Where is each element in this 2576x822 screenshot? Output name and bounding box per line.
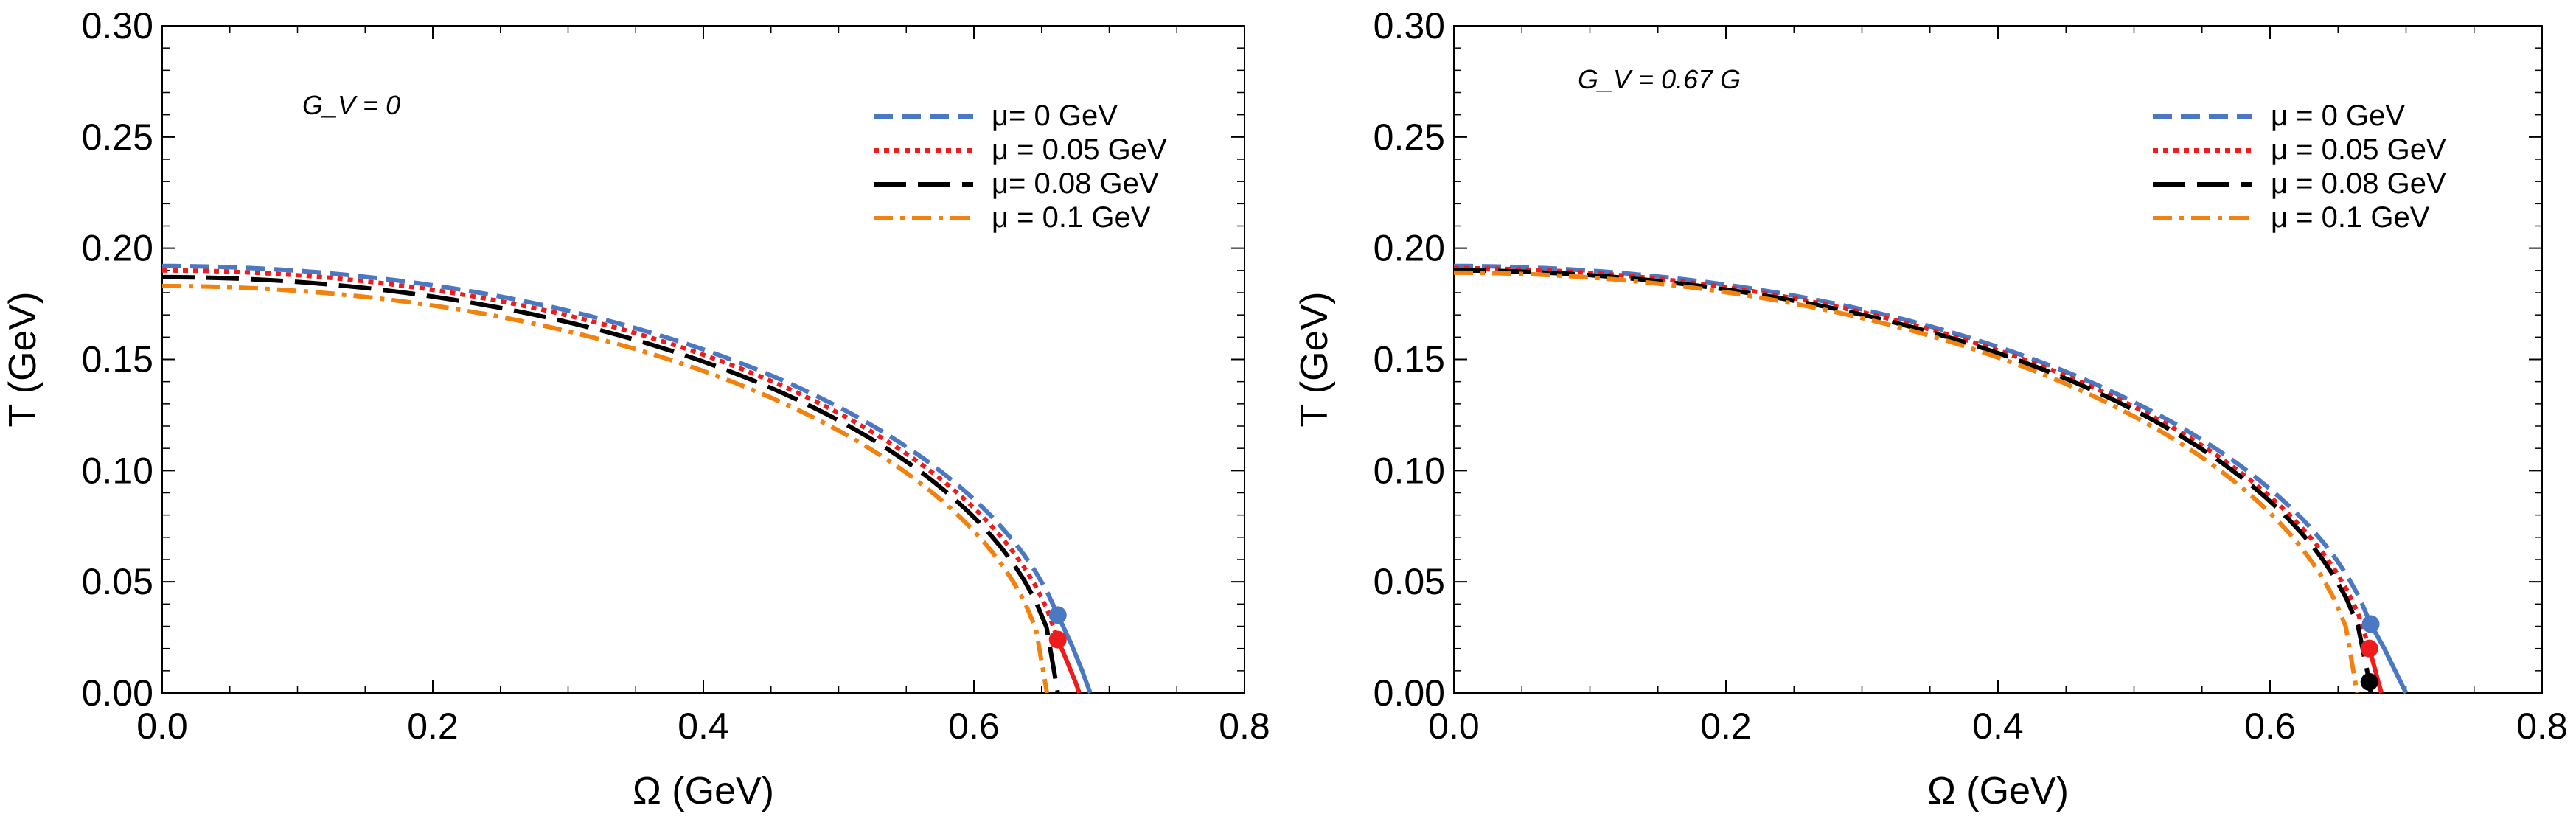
series-line [162, 263, 1060, 616]
series-solid-tail [1056, 614, 1093, 694]
y-axis-title: T (GeV) [1293, 292, 1336, 428]
legend-label: μ = 0.1 GeV [992, 201, 1151, 234]
y-tick-label: 0.10 [1374, 450, 1445, 491]
x-tick-label: 0.6 [2244, 706, 2296, 747]
x-axis-title: Ω (GeV) [1927, 770, 2069, 812]
legend-label: μ = 0.08 GeV [2271, 167, 2446, 200]
y-tick-label: 0.15 [82, 339, 153, 380]
legend-label: μ = 0.1 GeV [2271, 201, 2430, 234]
gv-annotation: G_V = 0.67 G [1578, 64, 1741, 94]
x-tick-label: 0.4 [1972, 706, 2024, 747]
series-solid-tail [2368, 623, 2409, 694]
y-tick-label: 0.10 [82, 450, 153, 491]
x-tick-label: 0.2 [407, 706, 459, 747]
critical-point [2360, 639, 2378, 658]
y-tick-label: 0.20 [1374, 228, 1445, 269]
x-tick-label: 0.6 [948, 706, 1000, 747]
x-tick-label: 0.0 [136, 706, 188, 747]
chart-right: 0.0 0.2 0.4 0.6 0.8 0.00 0.05 0.10 0.15 0.20 0.25 0… [1293, 5, 2568, 812]
critical-point [2361, 615, 2380, 633]
x-tick-label: 0.4 [678, 706, 729, 747]
series-line [1454, 270, 2360, 694]
legend-label: μ = 0 GeV [2271, 100, 2405, 132]
series-line [162, 274, 1060, 694]
y-tick-label: 0.00 [1374, 672, 1445, 714]
critical-point [2360, 672, 2378, 691]
series-line [1453, 265, 2372, 649]
chart-left: 0.0 0.2 0.4 0.6 0.8 0.00 0.05 0.10 0.15 0.20 0.25 0… [1, 5, 1270, 812]
y-axis-title: T (GeV) [1, 292, 44, 428]
series-line [1453, 268, 2372, 683]
series-line [162, 284, 1050, 694]
legend-label: μ= 0.08 GeV [992, 167, 1159, 200]
x-axis-title: Ω (GeV) [633, 770, 774, 812]
y-tick-label: 0.20 [82, 228, 153, 269]
series-solid-tail [1056, 638, 1082, 694]
y-tick-label: 0.05 [1374, 561, 1445, 602]
x-tick-label: 0.8 [2516, 706, 2568, 747]
y-tick-label: 0.30 [82, 5, 153, 46]
critical-point [1048, 606, 1067, 624]
gv-annotation: G_V = 0 [302, 90, 400, 120]
legend-label: μ = 0.05 GeV [992, 133, 1167, 166]
series-line [161, 268, 1060, 641]
y-tick-label: 0.15 [1374, 339, 1445, 380]
y-tick-label: 0.00 [82, 672, 153, 714]
legend-label: μ = 0.05 GeV [2271, 133, 2446, 166]
x-tick-label: 0.2 [1700, 706, 1752, 747]
legend-label: μ= 0 GeV [992, 100, 1118, 132]
y-tick-label: 0.25 [1374, 116, 1445, 158]
series-solid-tail [2367, 647, 2384, 694]
y-tick-label: 0.30 [1374, 5, 1445, 46]
y-tick-label: 0.05 [82, 561, 153, 602]
x-tick-label: 0.0 [1428, 706, 1480, 747]
y-tick-label: 0.25 [82, 116, 153, 158]
x-tick-label: 0.8 [1219, 706, 1270, 747]
series-line [1454, 263, 2373, 625]
critical-point [1048, 630, 1067, 649]
